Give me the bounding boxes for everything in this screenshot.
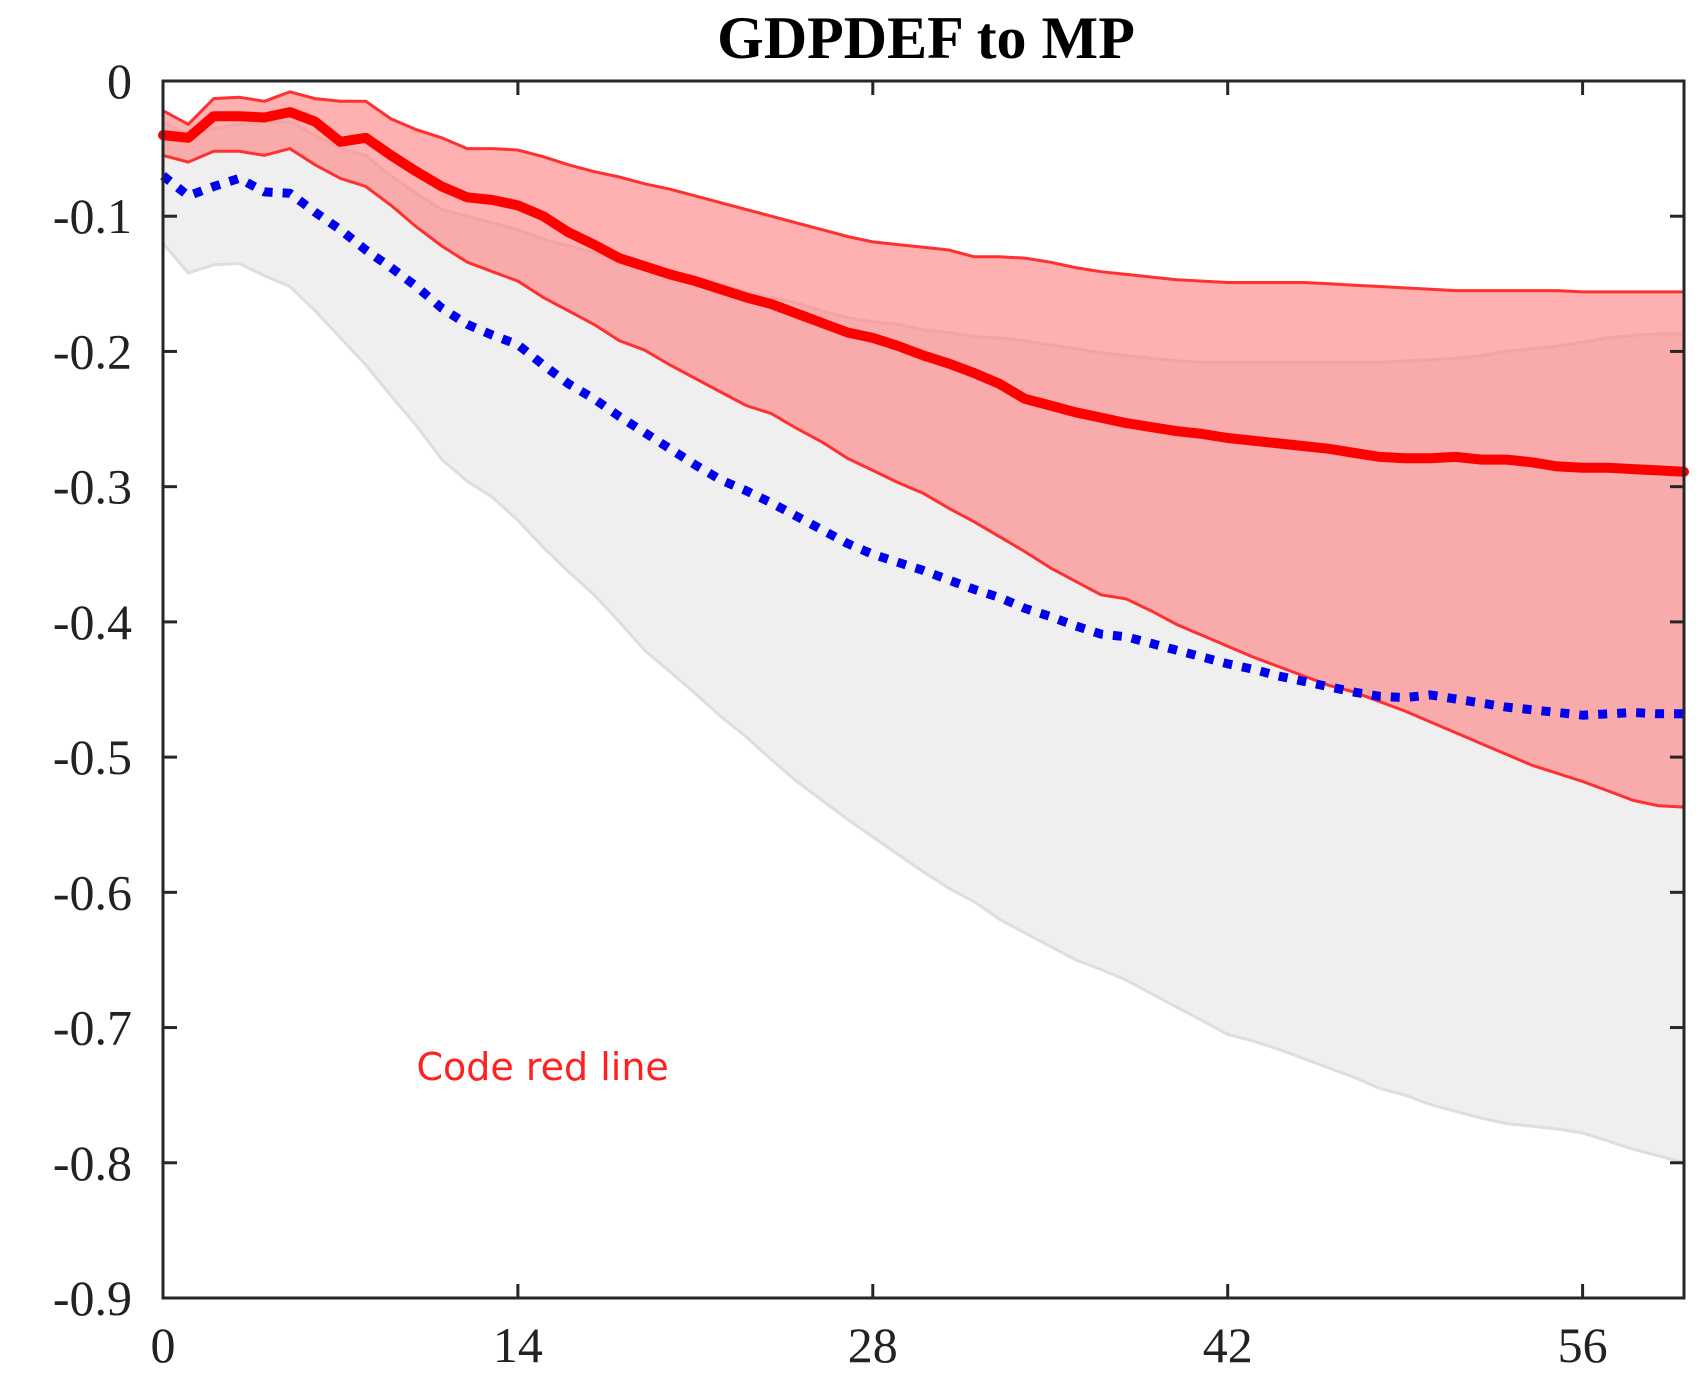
x-tick-label: 56 bbox=[1558, 1317, 1608, 1373]
x-tick-label: 14 bbox=[493, 1317, 543, 1373]
y-tick-label: -0.4 bbox=[53, 594, 132, 650]
x-tick-label: 0 bbox=[151, 1317, 176, 1373]
red-median-line bbox=[158, 107, 1689, 477]
y-tick-label: 0 bbox=[107, 53, 132, 109]
x-tick-label: 28 bbox=[848, 1317, 898, 1373]
bands-layer bbox=[161, 90, 1685, 1165]
y-tick-label: -0.7 bbox=[53, 1000, 132, 1056]
y-tick-label: -0.9 bbox=[53, 1270, 132, 1326]
blue-median-line bbox=[160, 172, 1684, 720]
y-tick-label: -0.6 bbox=[53, 864, 132, 920]
red-band-lower-edge bbox=[162, 146, 1685, 809]
red-band-area bbox=[163, 91, 1684, 808]
chart-title: GDPDEF to MP bbox=[717, 5, 1135, 71]
y-tick-label: -0.2 bbox=[53, 323, 132, 379]
x-tick-labels: 0 14 28 42 56 bbox=[151, 1317, 1608, 1373]
y-tick-label: -0.5 bbox=[53, 729, 132, 785]
y-tick-labels: 0 -0.1 -0.2 -0.3 -0.4 -0.5 -0.6 -0.7 -0.8 -0.9 bbox=[53, 53, 132, 1326]
y-tick-label: -0.3 bbox=[53, 459, 132, 515]
y-tick-label: -0.8 bbox=[53, 1135, 132, 1191]
lines-layer bbox=[158, 107, 1689, 720]
grey-band-lower-edge bbox=[161, 242, 1685, 1165]
plot-frame bbox=[161, 79, 1686, 1300]
x-tick-label: 42 bbox=[1203, 1317, 1253, 1373]
y-tick-label: -0.1 bbox=[53, 188, 132, 244]
red-band-upper-edge bbox=[162, 90, 1684, 294]
chart-annotation: Code red line bbox=[417, 1045, 669, 1089]
